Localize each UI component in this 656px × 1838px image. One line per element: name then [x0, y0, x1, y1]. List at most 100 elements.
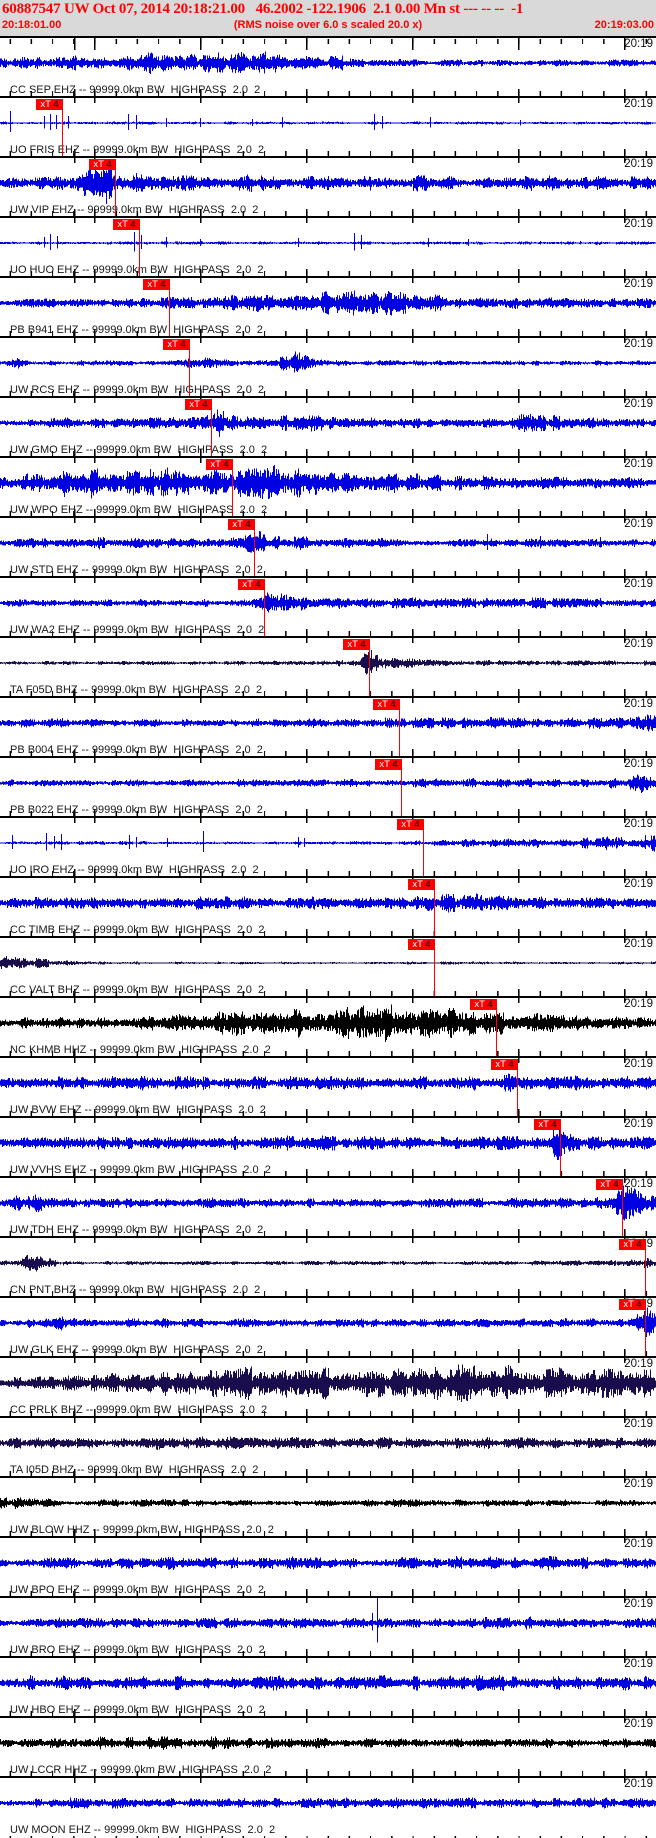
pick-line[interactable]: [253, 530, 255, 576]
trace-row-uw-bro-ehz[interactable]: 20:19 UW BRO EHZ -- 99999.0km BW HIGHPAS…: [0, 1589, 656, 1656]
pick-flag[interactable]: xT 4: [408, 879, 435, 890]
pick-line[interactable]: [422, 830, 424, 876]
seismogram-waveform[interactable]: [0, 1536, 656, 1596]
pick-flag[interactable]: xT 4: [228, 519, 255, 530]
pick-line[interactable]: [433, 950, 435, 996]
trace-row-nc-khmb-hhz[interactable]: 20:19 xT 4 NC KHMB HHZ -- 99999.0km BW H…: [0, 989, 656, 1056]
seismogram-waveform[interactable]: [0, 1656, 656, 1716]
trace-row-uw-lccr-hhz[interactable]: 20:19 UW LCCR HHZ -- 99999.0km BW HIGHPA…: [0, 1709, 656, 1776]
seismogram-waveform[interactable]: [0, 456, 656, 516]
seismogram-waveform[interactable]: [0, 1416, 656, 1476]
seismogram-waveform[interactable]: [0, 1056, 656, 1116]
seismogram-waveform[interactable]: [0, 936, 656, 996]
pick-flag[interactable]: xT 4: [619, 1299, 646, 1310]
pick-flag[interactable]: xT 4: [206, 459, 233, 470]
seismogram-waveform[interactable]: [0, 216, 656, 276]
seismogram-waveform[interactable]: [0, 1236, 656, 1296]
pick-flag[interactable]: xT 4: [89, 159, 116, 170]
pick-flag[interactable]: xT 4: [185, 399, 212, 410]
seismogram-waveform[interactable]: [0, 36, 656, 96]
trace-row-uo-iro-ehz[interactable]: 20:19 xT 4 UO IRO EHZ -- 99999.0km BW HI…: [0, 809, 656, 876]
trace-row-cc-timb-ehz[interactable]: 20:19 xT 4 CC TIMB EHZ -- 99999.0km BW H…: [0, 869, 656, 936]
trace-row-cc-prlk-bhz[interactable]: 20:19 CC PRLK BHZ -- 99999.0km BW HIGHPA…: [0, 1349, 656, 1416]
seismogram-waveform[interactable]: [0, 516, 656, 576]
trace-row-ta-i05d-bhz[interactable]: 20:19 TA I05D BHZ -- 99999.0km BW HIGHPA…: [0, 1409, 656, 1476]
pick-flag[interactable]: xT 4: [36, 99, 63, 110]
seismogram-waveform[interactable]: [0, 1476, 656, 1536]
trace-row-uw-hbo-ehz[interactable]: 20:19 UW HBO EHZ -- 99999.0km BW HIGHPAS…: [0, 1649, 656, 1716]
pick-flag[interactable]: xT 4: [491, 1059, 518, 1070]
pick-flag[interactable]: xT 4: [375, 759, 402, 770]
pick-flag[interactable]: xT 4: [373, 699, 400, 710]
seismogram-waveform[interactable]: [0, 996, 656, 1056]
trace-row-uo-huo-ehz[interactable]: 20:19 xT 4 UO HUO EHZ -- 99999.0km BW HI…: [0, 209, 656, 276]
seismogram-waveform[interactable]: [0, 816, 656, 876]
pick-line[interactable]: [433, 890, 435, 936]
pick-line[interactable]: [559, 1130, 561, 1176]
trace-row-uw-blow-hhz[interactable]: 20:19 UW BLOW HHZ -- 99999.0km BW HIGHPA…: [0, 1469, 656, 1536]
pick-flag[interactable]: xT 4: [619, 1239, 646, 1250]
trace-row-uw-gmo-ehz[interactable]: 20:19 xT 4 UW GMO EHZ -- 99999.0km BW HI…: [0, 389, 656, 456]
pick-line[interactable]: [61, 110, 63, 156]
trace-row-uw-bpo-ehz[interactable]: 20:19 UW BPO EHZ -- 99999.0km BW HIGHPAS…: [0, 1529, 656, 1596]
seismogram-waveform[interactable]: [0, 1176, 656, 1236]
pick-flag[interactable]: xT 4: [408, 939, 435, 950]
pick-flag[interactable]: xT 4: [238, 579, 265, 590]
seismogram-waveform[interactable]: [0, 696, 656, 756]
trace-row-uw-moon-ehz[interactable]: 20:19 UW MOON EHZ -- 99999.0km BW HIGHPA…: [0, 1769, 656, 1836]
seismogram-waveform[interactable]: [0, 1296, 656, 1356]
seismogram-waveform[interactable]: [0, 576, 656, 636]
seismogram-waveform[interactable]: [0, 636, 656, 696]
trace-row-cc-sep-ehz[interactable]: 20:19 CC SEP EHZ -- 99999.0km BW HIGHPAS…: [0, 36, 656, 96]
pick-line[interactable]: [400, 770, 402, 816]
trace-row-uw-std-ehz[interactable]: 20:19 xT 4 UW STD EHZ -- 99999.0km BW HI…: [0, 509, 656, 576]
pick-flag[interactable]: xT 4: [397, 819, 424, 830]
trace-row-cn-pnt-bhz[interactable]: 20:19 xT 4 CN PNT BHZ -- 99999.0km BW HI…: [0, 1229, 656, 1296]
trace-row-uw-bvw-ehz[interactable]: 20:19 xT 4 UW BVW EHZ -- 99999.0km BW HI…: [0, 1049, 656, 1116]
seismogram-waveform[interactable]: [0, 876, 656, 936]
trace-row-pb-b004-ehz[interactable]: 20:19 xT 4 PB B004 EHZ -- 99999.0km BW H…: [0, 689, 656, 756]
pick-line[interactable]: [210, 410, 212, 456]
pick-line[interactable]: [138, 230, 140, 276]
pick-flag[interactable]: xT 4: [596, 1179, 623, 1190]
seismogram-waveform[interactable]: [0, 1596, 656, 1656]
seismogram-waveform[interactable]: [0, 156, 656, 216]
trace-row-uw-wa2-ehz[interactable]: 20:19 xT 4 UW WA2 EHZ -- 99999.0km BW HI…: [0, 569, 656, 636]
seismogram-waveform[interactable]: [0, 336, 656, 396]
pick-line[interactable]: [495, 1010, 497, 1056]
pick-flag[interactable]: xT 4: [113, 219, 140, 230]
trace-row-pb-b941-ehz[interactable]: 20:19 xT 4 PB B941 EHZ -- 99999.0km BW H…: [0, 269, 656, 336]
trace-row-pb-b022-ehz[interactable]: 20:19 xT 4 PB B022 EHZ -- 99999.0km BW H…: [0, 749, 656, 816]
trace-row-uw-tdh-ehz[interactable]: 20:19 xT 4 UW TDH EHZ -- 99999.0km BW HI…: [0, 1169, 656, 1236]
trace-row-uw-vvhs-ehz[interactable]: 20:19 xT 4 UW VVHS EHZ -- 99999.0km BW H…: [0, 1109, 656, 1176]
pick-flag[interactable]: xT 4: [163, 339, 190, 350]
seismogram-waveform[interactable]: [0, 396, 656, 456]
pick-flag[interactable]: xT 4: [143, 279, 170, 290]
seismogram-waveform[interactable]: [0, 1116, 656, 1176]
pick-line[interactable]: [114, 170, 116, 216]
pick-flag[interactable]: xT 4: [534, 1119, 561, 1130]
trace-row-ta-f05d-bhz[interactable]: 20:19 xT 4 TA F05D BHZ -- 99999.0km BW H…: [0, 629, 656, 696]
pick-flag[interactable]: xT 4: [343, 639, 370, 650]
pick-line[interactable]: [188, 350, 190, 396]
pick-line[interactable]: [368, 650, 370, 696]
trace-row-uw-vip-ehz[interactable]: 20:19 xT 4 UW VIP EHZ -- 99999.0km BW HI…: [0, 149, 656, 216]
seismogram-waveform[interactable]: [0, 276, 656, 336]
pick-flag[interactable]: xT 4: [470, 999, 497, 1010]
trace-row-cc-valt-bhz[interactable]: 20:19 xT 4 CC VALT BHZ -- 99999.0km BW H…: [0, 929, 656, 996]
seismogram-waveform[interactable]: [0, 1356, 656, 1416]
pick-line[interactable]: [644, 1250, 646, 1296]
trace-row-uo-fris-ehz[interactable]: 20:19 xT 4 UO FRIS EHZ -- 99999.0km BW H…: [0, 89, 656, 156]
seismogram-waveform[interactable]: [0, 96, 656, 156]
pick-line[interactable]: [621, 1190, 623, 1236]
seismogram-waveform[interactable]: [0, 1716, 656, 1776]
pick-line[interactable]: [263, 590, 265, 636]
trace-row-uw-rcs-ehz[interactable]: 20:19 xT 4 UW RCS EHZ -- 99999.0km BW HI…: [0, 329, 656, 396]
pick-line[interactable]: [168, 290, 170, 336]
pick-line[interactable]: [398, 710, 400, 756]
pick-line[interactable]: [231, 470, 233, 516]
seismogram-waveform[interactable]: [0, 1776, 656, 1836]
trace-row-uw-wpo-ehz[interactable]: 20:19 xT 4 UW WPO EHZ -- 99999.0km BW HI…: [0, 449, 656, 516]
pick-line[interactable]: [644, 1310, 646, 1356]
trace-row-uw-glk-ehz[interactable]: 20:19 xT 4 UW GLK EHZ -- 99999.0km BW HI…: [0, 1289, 656, 1356]
